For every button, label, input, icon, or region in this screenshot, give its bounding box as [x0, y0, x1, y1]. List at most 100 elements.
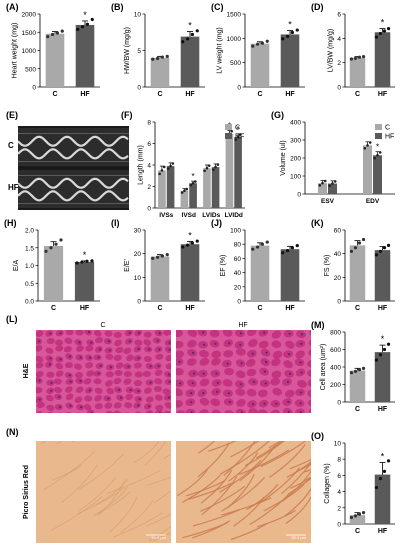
myocyte	[257, 409, 268, 413]
bar-hf-edv	[373, 155, 382, 194]
panel-h: (H) 0.0 0.5 1.0 1.5 2.0 E/A C HF *	[4, 218, 100, 312]
collagen-fiber	[281, 461, 311, 495]
nucleus	[216, 381, 219, 385]
myocyte	[104, 402, 113, 409]
myocyte	[143, 339, 152, 346]
myocyte	[45, 347, 54, 354]
panel-g: (G) 0 100 200 300 400 Volume (ul) ESV * EDV C HF	[271, 110, 395, 205]
nucleus	[286, 380, 290, 384]
data-point	[234, 138, 238, 141]
x-tick-label: C	[355, 406, 360, 413]
collagen-fiber	[188, 482, 232, 500]
y-tick-label: 200	[330, 382, 341, 389]
bar-c-lvidd	[225, 133, 234, 208]
y-axis-label: Volume (ul)	[280, 140, 287, 175]
nucleus	[109, 412, 112, 413]
myocyte	[155, 353, 164, 360]
myocyte	[83, 378, 92, 385]
myocyte	[176, 367, 184, 376]
y-tick-label: 30	[134, 228, 142, 235]
myocyte	[36, 355, 44, 363]
x-tick-label: IVSs	[159, 212, 173, 219]
bar-hf	[374, 352, 391, 402]
collagen-fiber	[289, 458, 311, 470]
myocyte	[144, 387, 152, 394]
bar-c	[349, 57, 366, 87]
myocyte	[133, 379, 142, 387]
x-tick-label: ESV	[321, 198, 335, 205]
nucleus	[137, 404, 140, 407]
nucleus	[156, 339, 159, 342]
myocyte	[114, 339, 122, 347]
panel-k: (K) 0 20 40 60 FS (%) C HF	[311, 218, 395, 312]
collagen-fiber	[197, 441, 216, 454]
legend-label: C	[235, 125, 240, 132]
myocyte	[54, 386, 63, 394]
nucleus	[265, 351, 268, 354]
myocyte	[153, 385, 162, 393]
data-point	[166, 167, 170, 170]
data-point	[190, 241, 195, 245]
panel-letter: (F)	[121, 110, 133, 120]
significance-marker: *	[192, 172, 195, 181]
nucleus	[129, 388, 132, 392]
data-point	[295, 244, 299, 248]
collagen-fiber	[219, 441, 270, 475]
data-point	[374, 35, 379, 39]
myocyte	[123, 347, 132, 355]
nucleus	[299, 411, 302, 413]
myocyte	[176, 330, 183, 338]
myocyte	[114, 369, 123, 377]
panel-letter: (I)	[111, 218, 120, 228]
nucleus	[60, 415, 62, 417]
data-point	[386, 459, 391, 463]
myocyte	[113, 354, 122, 361]
echo-row-label: HF	[8, 183, 19, 192]
bar-c	[349, 515, 366, 524]
nucleus	[149, 365, 152, 368]
myocyte	[46, 338, 55, 345]
myocyte	[270, 409, 280, 413]
panel-letter: (G)	[271, 110, 284, 120]
myocyte	[258, 340, 269, 349]
collagen-fiber	[146, 513, 171, 527]
nucleus	[168, 380, 171, 383]
data-point	[76, 27, 80, 31]
myocyte	[222, 379, 233, 387]
x-tick-label: HF	[80, 91, 90, 98]
x-tick-label: IVSd	[182, 212, 196, 219]
nucleus	[88, 389, 91, 392]
nucleus	[264, 370, 267, 373]
y-tick-label: 0	[137, 299, 141, 306]
significance-marker: *	[288, 20, 292, 30]
collagen-fiber	[287, 477, 311, 496]
data-point	[349, 57, 354, 61]
data-point	[349, 515, 354, 520]
collagen-fiber	[230, 441, 260, 458]
nucleus	[226, 362, 229, 365]
bar-c	[250, 245, 270, 301]
myocyte	[165, 354, 171, 362]
myocyte	[297, 380, 307, 388]
data-point	[281, 251, 285, 255]
echo-strip	[18, 170, 129, 208]
panel-letter: (B)	[111, 2, 124, 12]
myocyte	[76, 345, 84, 352]
myocyte	[113, 377, 122, 385]
y-axis-label: E/E'	[124, 259, 131, 272]
legend-label: HF	[385, 134, 394, 141]
collagen-fiber	[152, 532, 171, 542]
nucleus	[287, 400, 290, 404]
bar-c	[45, 33, 65, 87]
data-point	[75, 261, 79, 265]
nucleus	[158, 348, 161, 351]
data-point	[214, 165, 217, 169]
y-tick-label: 4	[337, 489, 341, 496]
data-point	[357, 241, 362, 245]
collagen-fiber	[78, 453, 124, 490]
data-point	[60, 29, 64, 33]
nucleus	[253, 380, 256, 383]
echo-image	[18, 126, 129, 210]
collagen-fiber	[149, 525, 171, 542]
